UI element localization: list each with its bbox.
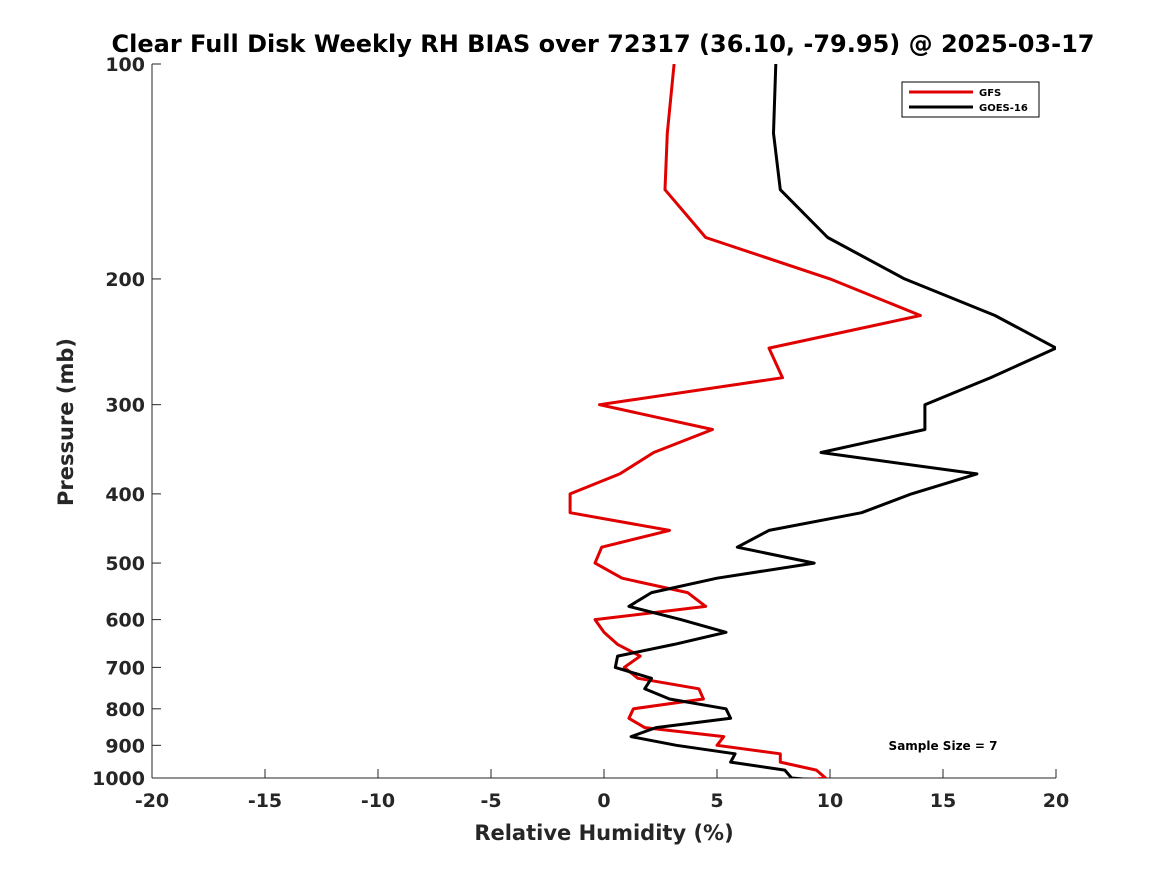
y-axis-label: Pressure (mb) bbox=[54, 338, 78, 506]
y-tick-label: 900 bbox=[105, 735, 145, 757]
legend-label-gfs: GFS bbox=[979, 88, 1001, 99]
x-tick-label: -10 bbox=[361, 790, 395, 812]
y-tick-label: 700 bbox=[105, 657, 145, 679]
x-axis-label: Relative Humidity (%) bbox=[474, 821, 733, 845]
x-tick-label: 0 bbox=[597, 790, 610, 812]
x-tick-label: -15 bbox=[248, 790, 282, 812]
series-line-gfs bbox=[568, 64, 922, 778]
x-tick-label: 5 bbox=[710, 790, 723, 812]
y-tick-label: 200 bbox=[105, 269, 145, 291]
x-tick-label: -5 bbox=[480, 790, 501, 812]
x-tick-label: 20 bbox=[1043, 790, 1069, 812]
chart-title: Clear Full Disk Weekly RH BIAS over 7231… bbox=[112, 30, 1095, 58]
y-tick-label: 800 bbox=[105, 699, 145, 721]
x-tick-label: 15 bbox=[930, 790, 956, 812]
y-tick-label: 100 bbox=[105, 54, 145, 76]
sample-size-annotation: Sample Size = 7 bbox=[889, 739, 998, 753]
x-tick-label: 10 bbox=[817, 790, 843, 812]
series-line-goes16 bbox=[613, 64, 1056, 778]
x-tick-label: -20 bbox=[135, 790, 169, 812]
legend-box bbox=[901, 81, 1040, 118]
y-tick-label: 400 bbox=[105, 484, 145, 506]
y-tick-label: 300 bbox=[105, 395, 145, 417]
y-axis-ticks: 100 200 300 400 500 600 700 800 900 1000 bbox=[92, 54, 161, 790]
y-tick-label: 1000 bbox=[92, 768, 145, 790]
y-tick-label: 500 bbox=[105, 553, 145, 575]
y-tick-label: 600 bbox=[105, 610, 145, 632]
legend: GFS GOES-16 bbox=[901, 81, 1040, 118]
plot-area bbox=[151, 64, 1056, 779]
x-axis-ticks: -20 -15 -10 -5 0 5 10 15 20 bbox=[135, 769, 1069, 812]
legend-label-goes16: GOES-16 bbox=[979, 103, 1028, 114]
